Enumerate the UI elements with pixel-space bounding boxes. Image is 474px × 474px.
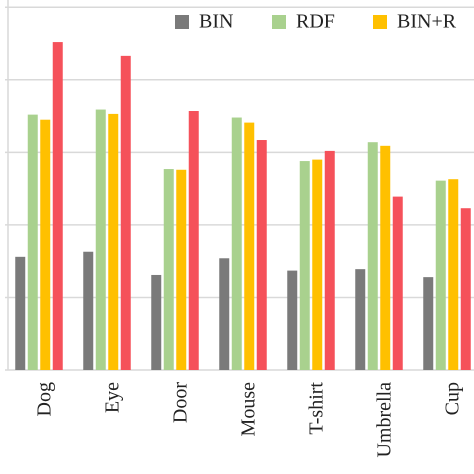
bar [52,42,63,370]
legend-swatch [272,15,286,29]
bar [120,55,131,371]
bar [355,269,366,370]
legend-label: BIN+R [397,11,457,33]
x-tick-label: Umbrella [374,382,396,458]
bar [256,140,267,370]
bar [435,180,446,370]
bar [15,256,26,370]
bar [244,122,255,370]
bar [108,113,119,370]
bar [460,208,471,370]
x-tick-label: T-shirt [306,382,328,435]
bar [27,114,38,371]
bar [324,150,335,370]
x-tick-label: Eye [102,382,124,413]
x-tick-label: Mouse [238,382,260,437]
bar [299,161,310,370]
bar [219,258,230,370]
bar [163,169,174,370]
x-tick-label: Door [170,382,192,423]
bar [151,274,162,370]
x-tick-label: Cup [442,382,464,415]
bar [40,119,51,371]
x-tick-label: Dog [34,382,56,416]
legend-swatch [373,15,387,29]
legend-label: BIN [199,11,233,33]
bar [188,111,199,370]
legend-label: RDF [296,11,335,33]
bar [83,251,94,370]
legend-swatch [175,15,189,29]
bar [176,169,187,370]
bar [95,109,106,371]
bar [380,145,391,370]
bar [231,117,242,370]
bar [287,270,298,370]
bar [423,277,434,370]
bar [312,159,323,370]
bar [367,142,378,370]
bar [392,196,403,370]
bar [448,179,459,370]
